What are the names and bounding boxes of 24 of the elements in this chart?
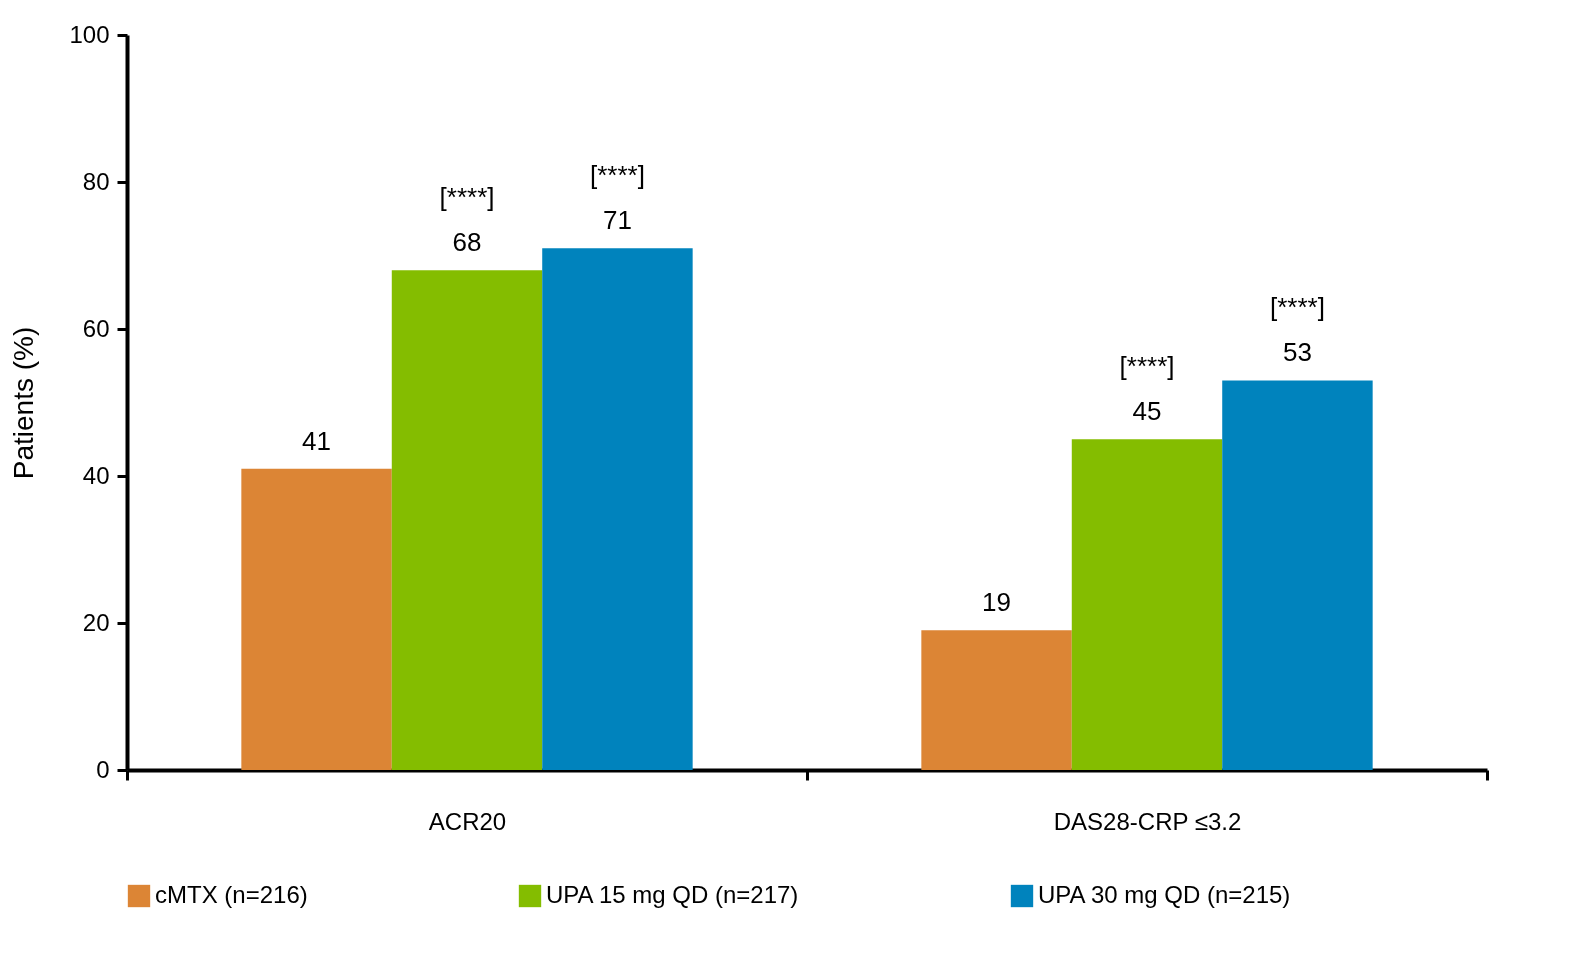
- text: [****] 71: [589, 160, 645, 236]
- y-tick-label: 40: [82, 461, 110, 489]
- text: [****] 68: [439, 182, 495, 258]
- bar: [1071, 439, 1223, 770]
- data-label: 41: [302, 425, 332, 456]
- x-tick-label: ACR20: [428, 807, 507, 835]
- y-tick-label: 80: [82, 167, 110, 195]
- bar: [241, 468, 392, 770]
- text: [****] 53: [1269, 292, 1325, 368]
- y-tick-label: 100: [69, 20, 110, 48]
- legend-label: UPA 30 mg QD (n=215): [1038, 881, 1291, 908]
- bar: [542, 248, 693, 770]
- x-tick-label: DAS28-CRP ≤3.2: [1053, 807, 1242, 835]
- y-tick-label: 0: [96, 755, 110, 783]
- bar: [391, 270, 543, 770]
- y-tick-label: 20: [82, 608, 110, 636]
- text: [****] 45: [1119, 351, 1175, 427]
- legend-label: UPA 15 mg QD (n=217): [546, 881, 799, 908]
- bar: [921, 630, 1072, 770]
- y-tick-label: 60: [82, 314, 110, 342]
- bar: [1222, 380, 1373, 770]
- data-label: 19: [982, 587, 1012, 618]
- legend-label: cMTX (n=216): [155, 881, 308, 908]
- y-axis-title: Patients (%): [8, 326, 40, 480]
